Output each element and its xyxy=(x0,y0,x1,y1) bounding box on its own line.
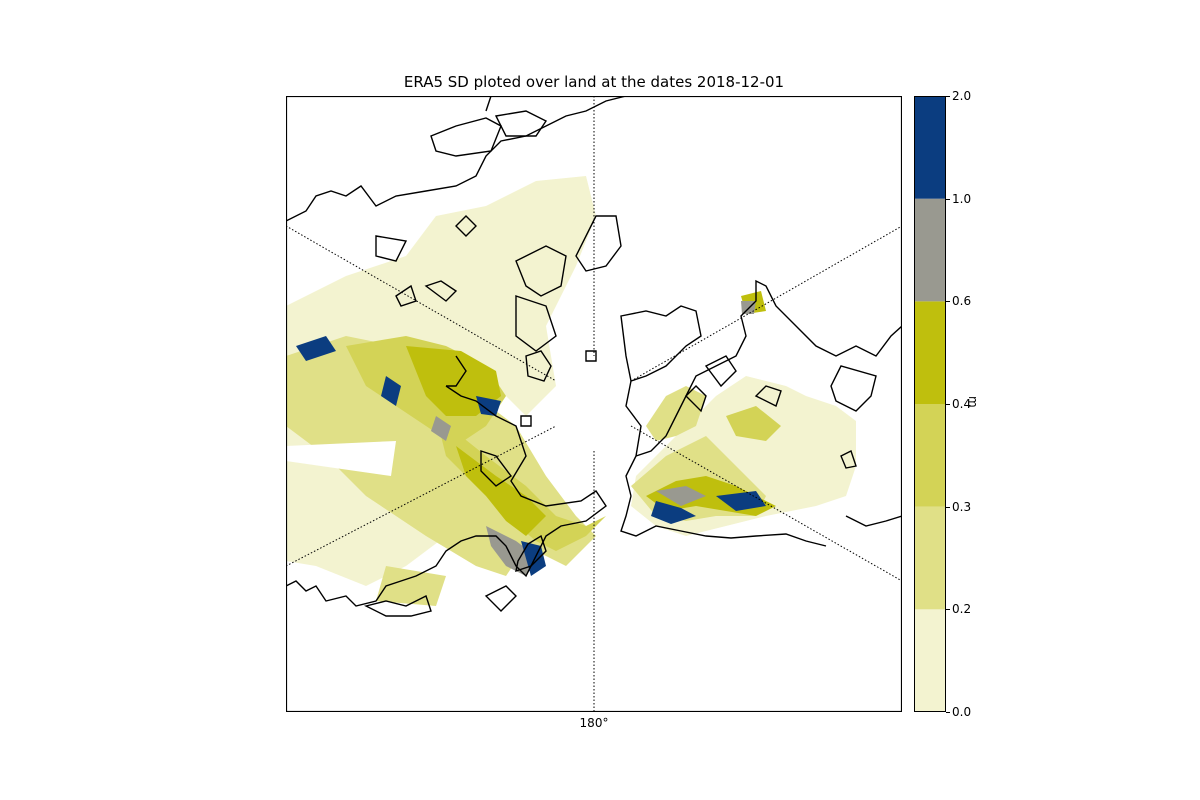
map-canvas xyxy=(286,96,902,712)
coastlines xyxy=(286,96,902,617)
colorbar-border xyxy=(914,96,946,712)
colorbar-tick-label: 0.2 xyxy=(952,602,972,617)
colorbar xyxy=(914,96,946,712)
gridlines xyxy=(286,96,902,712)
colorbar-segment xyxy=(914,609,946,712)
colorbar-tick-label: 0.3 xyxy=(952,499,972,514)
colorbar-tick-mark xyxy=(946,301,950,303)
colorbar-tick-mark xyxy=(946,506,950,508)
colorbar-tick-label: 2.0 xyxy=(952,89,972,103)
colorbar-tick-mark xyxy=(946,198,950,200)
colorbar-tick-mark xyxy=(946,96,950,97)
colorbar-tick-label: 0.6 xyxy=(952,294,972,309)
colorbar-segment xyxy=(914,506,946,610)
colorbar-segment xyxy=(914,404,946,507)
colorbar-segment xyxy=(914,96,946,199)
map-title: ERA5 SD ploted over land at the dates 20… xyxy=(403,73,785,91)
map-panel xyxy=(286,96,902,712)
colorbar-svg xyxy=(914,96,946,712)
colorbar-tick-label: 0.4 xyxy=(952,397,972,411)
colorbar-tick-mark xyxy=(946,404,950,405)
colorbar-segment xyxy=(914,301,946,404)
colorbar-tick-label: 1.0 xyxy=(952,191,972,206)
colorbar-tick-mark xyxy=(946,609,950,611)
map-border xyxy=(286,96,902,712)
colorbar-segment xyxy=(914,198,946,302)
longitude-label: 180° xyxy=(579,716,609,730)
snow-fill-north-america xyxy=(286,176,606,606)
colorbar-tick-mark xyxy=(946,712,950,713)
colorbar-unit-label: m xyxy=(966,396,980,408)
snow-fill-eurasia xyxy=(631,291,856,536)
colorbar-tick-label: 0.0 xyxy=(952,705,972,719)
